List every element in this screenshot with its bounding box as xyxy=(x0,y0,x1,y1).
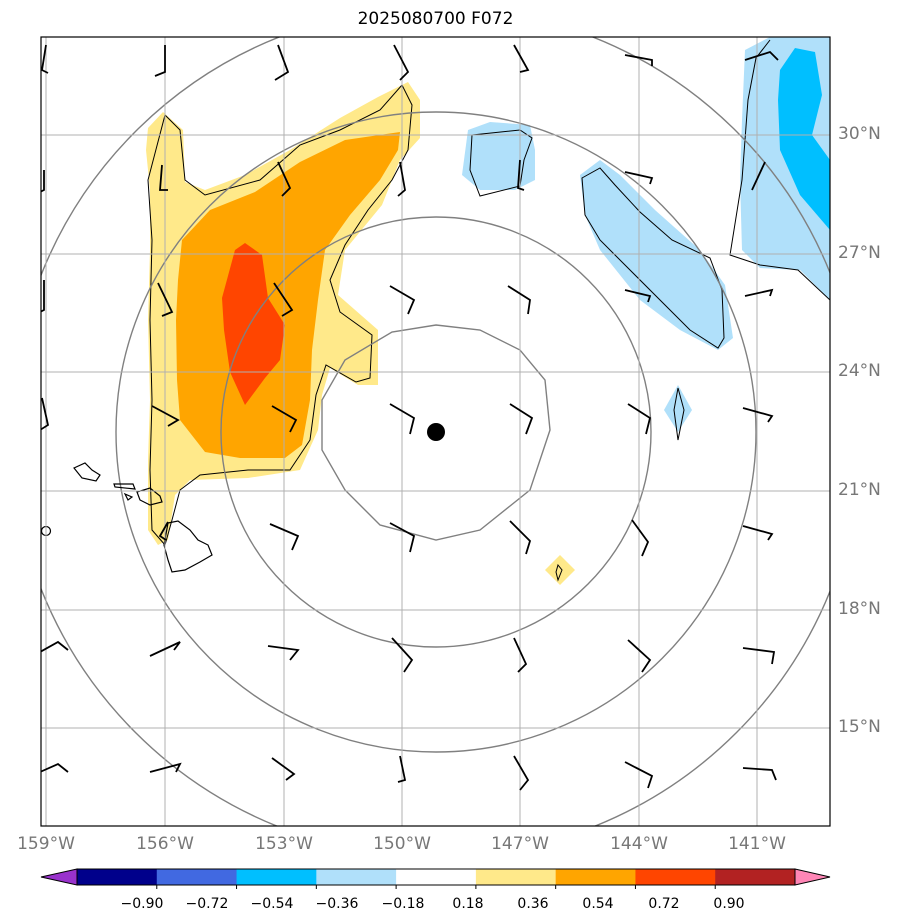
colorbar-label: 0.90 xyxy=(713,896,745,912)
map-frame xyxy=(40,36,831,827)
lon-label-150w: 150°W xyxy=(373,834,431,854)
lon-label-159w: 159°W xyxy=(17,834,75,854)
range-rings xyxy=(41,37,830,826)
lon-label-147w: 147°W xyxy=(491,834,549,854)
storm-center-marker xyxy=(427,423,445,441)
colorbar-label: −0.72 xyxy=(185,896,229,912)
lon-label-156w: 156°W xyxy=(136,834,194,854)
colorbar-bin xyxy=(156,869,238,885)
lat-label-27n: 27°N xyxy=(838,243,881,263)
colorbar-label: −0.18 xyxy=(381,896,425,912)
lon-label-141w: 141°W xyxy=(728,834,786,854)
lat-label-24n: 24°N xyxy=(838,361,881,381)
positive-anomaly-high xyxy=(222,243,285,405)
colorbar-bin xyxy=(77,869,158,885)
colorbar-bin xyxy=(236,869,317,885)
colorbar-label: 0.18 xyxy=(452,896,484,912)
colorbar-label: −0.54 xyxy=(250,896,294,912)
colorbar-label: 0.36 xyxy=(517,896,549,912)
lat-label-15n: 15°N xyxy=(838,717,881,737)
colorbar-label: 0.72 xyxy=(648,896,680,912)
lon-label-153w: 153°W xyxy=(255,834,313,854)
negative-anomaly-deep xyxy=(778,48,830,230)
colorbar-extend-low xyxy=(40,868,78,886)
lat-label-21n: 21°N xyxy=(838,480,881,500)
colorbar-frame xyxy=(76,868,796,886)
positive-anomaly-spot xyxy=(545,555,575,585)
colorbar-extend-high xyxy=(794,868,831,886)
colorbar-bin xyxy=(396,869,477,885)
anomaly-shading xyxy=(146,37,830,585)
colorbar-label: 0.54 xyxy=(582,896,614,912)
colorbar-bin xyxy=(475,869,557,885)
wind-barbs xyxy=(41,44,779,791)
gridlines xyxy=(41,37,830,826)
colorbar-label: −0.90 xyxy=(120,896,164,912)
colorbar xyxy=(40,868,831,889)
lat-label-18n: 18°N xyxy=(838,599,881,619)
negative-anomaly-light-1 xyxy=(462,122,535,190)
colorbar-bin xyxy=(316,869,397,885)
positive-anomaly-mid xyxy=(176,132,400,458)
colorbar-label: −0.36 xyxy=(315,896,359,912)
colorbar-bin xyxy=(715,869,796,885)
negative-anomaly-light-2 xyxy=(580,160,733,350)
lat-label-30n: 30°N xyxy=(838,124,881,144)
map-title: 2025080700 F072 xyxy=(357,9,514,29)
negative-anomaly-light-3 xyxy=(664,385,692,432)
colorbar-bin xyxy=(555,869,636,885)
lon-label-144w: 144°W xyxy=(610,834,668,854)
colorbar-bin xyxy=(635,869,716,885)
